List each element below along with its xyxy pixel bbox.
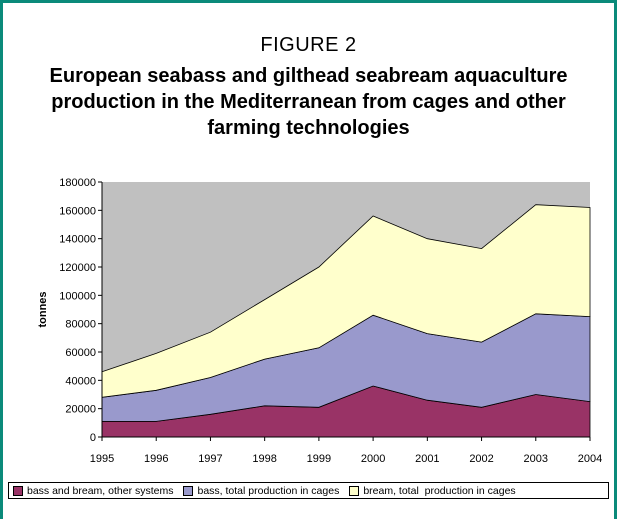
x-tick-label: 2003: [524, 453, 548, 465]
legend-label: bass and bream, other systems: [27, 484, 174, 497]
legend-item-2: bass, total production in cages: [183, 485, 339, 497]
legend-item-1: bass and bream, other systems: [13, 485, 173, 497]
x-tick-label: 1997: [198, 453, 222, 465]
x-tick-label: 1999: [307, 453, 331, 465]
x-tick-label: 2002: [469, 453, 493, 465]
x-tick-label: 2004: [578, 453, 602, 465]
legend-label: bass, total production in cages: [197, 484, 340, 497]
y-tick-label: 80000: [65, 319, 96, 331]
y-axis-label: tonnes: [37, 291, 49, 327]
figure-label: FIGURE 2: [260, 34, 357, 56]
y-tick-label: 160000: [59, 205, 96, 217]
y-tick-label: 40000: [65, 375, 96, 387]
y-tick-label: 0: [90, 432, 96, 444]
legend-label: bream, total production in cages: [363, 484, 516, 497]
x-tick-label: 1998: [252, 453, 276, 465]
y-tick-label: 60000: [65, 347, 96, 359]
x-tick-label: 1996: [144, 453, 168, 465]
x-tick-labels: 1995 1996 1997 1998 1999 2000 2001 2002 2003 2004: [90, 437, 602, 465]
chart-title: European seabass and gilthead seabream a…: [49, 65, 568, 139]
top-border: [0, 0, 617, 3]
x-tick-label: 2000: [361, 453, 385, 465]
y-tick-labels: 0 20000 40000 60000 80000 100000 120000 140000 1…: [59, 177, 102, 444]
legend: bass and bream, other systems bass, total…: [8, 482, 609, 499]
series-area-3: [101, 204, 591, 398]
x-tick-label: 2001: [415, 453, 439, 465]
legend-swatch: [349, 485, 360, 496]
legend-swatch: [13, 485, 23, 496]
legend-item-3: bream, total production in cages: [349, 484, 516, 497]
x-tick-label: 1995: [90, 453, 114, 465]
axes: [101, 182, 590, 438]
left-border: [0, 0, 3, 519]
legend-swatch: [183, 485, 194, 496]
y-tick-label: 120000: [59, 262, 96, 274]
y-tick-label: 140000: [59, 234, 96, 246]
right-border: [614, 0, 617, 519]
y-tick-label: 100000: [59, 290, 96, 302]
y-tick-label: 20000: [65, 404, 96, 416]
y-tick-label: 180000: [59, 177, 96, 189]
